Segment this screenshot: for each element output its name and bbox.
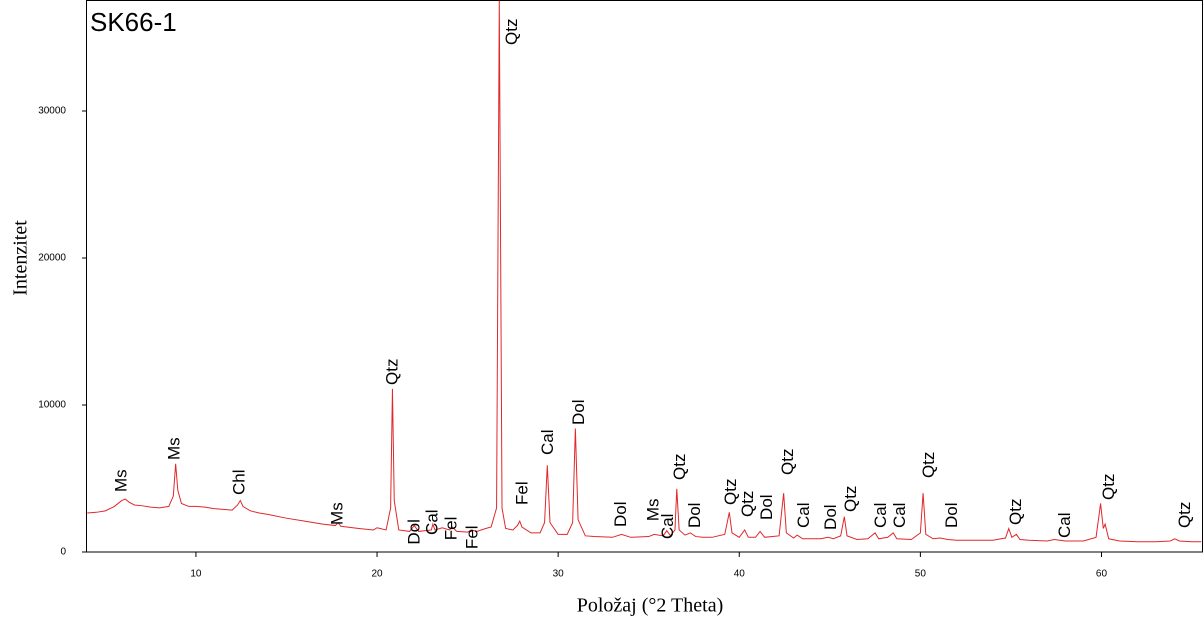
peak-label: Qtz	[721, 479, 740, 505]
y-tick-label: 10000	[38, 400, 66, 411]
peak-label: Qtz	[738, 491, 757, 517]
y-tick-label: 0	[60, 547, 66, 558]
peak-label: Cal	[658, 514, 677, 540]
x-tick-label: 30	[553, 569, 565, 580]
peak-label: Qtz	[919, 452, 938, 478]
chart-title: SK66-1	[90, 7, 177, 37]
peak-label: Cal	[422, 509, 441, 535]
y-tick-label: 30000	[38, 106, 66, 117]
peak-label: Dol	[942, 503, 961, 529]
peak-label: Dol	[404, 519, 423, 545]
peak-label: Qtz	[778, 449, 797, 475]
peak-label: Qtz	[670, 454, 689, 480]
peak-label: Ms	[164, 437, 183, 460]
y-axis-title: Intenzitet	[10, 220, 32, 296]
x-tick-label: 40	[734, 569, 746, 580]
peak-label: Qtz	[1006, 498, 1025, 524]
peak-label: Dol	[821, 504, 840, 530]
peak-label: Ms	[112, 469, 131, 492]
peak-label: Cal	[890, 503, 909, 529]
peak-label: Qtz	[382, 359, 401, 385]
peak-label: Fel	[512, 481, 531, 505]
peak-label: Cal	[794, 503, 813, 529]
peak-label: Chl	[229, 469, 248, 495]
peak-label: Cal	[871, 503, 890, 529]
x-tick-label: 60	[1096, 569, 1108, 580]
peak-label: Fel	[462, 525, 481, 549]
y-tick-label: 20000	[38, 253, 66, 264]
x-axis-title: Položaj (°2 Theta)	[577, 595, 723, 617]
peak-label: Ms	[327, 502, 346, 525]
peak-label: Qtz	[1175, 502, 1194, 528]
peak-label: Ms	[643, 498, 662, 521]
peak-label: Fel	[441, 517, 460, 541]
peak-label: Qtz	[1099, 474, 1118, 500]
data-line	[87, 0, 1202, 543]
peak-label: Dol	[569, 399, 588, 425]
peak-label: Dol	[611, 501, 630, 527]
peak-label: Qtz	[841, 486, 860, 512]
peak-label: Qtz	[502, 19, 521, 45]
x-tick-label: 10	[190, 569, 202, 580]
peak-label: Dol	[757, 494, 776, 520]
plot-frame	[86, 0, 1203, 553]
peak-label: Cal	[538, 429, 557, 455]
x-tick-label: 50	[915, 569, 927, 580]
peak-label: Dol	[685, 503, 704, 529]
x-tick-label: 20	[371, 569, 383, 580]
peak-label: Cal	[1055, 513, 1074, 539]
